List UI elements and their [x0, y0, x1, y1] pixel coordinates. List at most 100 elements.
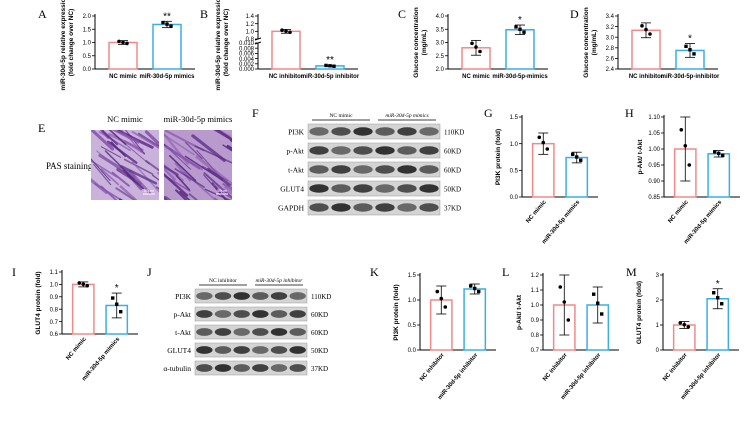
- bar-panel-i: 0.6 0.7 0.8 0.9 1.0 1.1 GLUT4 protein (fold) NC…: [35, 270, 138, 382]
- category-label: NC mimic: [109, 74, 137, 80]
- y-tick-label: 0.0: [83, 67, 92, 73]
- y-tick-label: 0.010: [239, 41, 255, 47]
- y-tick-label: 0.8: [246, 37, 255, 43]
- y-tick-label: 1.1: [50, 270, 59, 276]
- group-label: NC mimic: [329, 113, 353, 119]
- y-tick-label: 1.0: [408, 298, 417, 304]
- significance-mark: *: [716, 279, 720, 290]
- data-point: [324, 63, 328, 68]
- panel-letter-l: L: [502, 265, 509, 279]
- blot-band: [375, 146, 395, 155]
- bar-panel-b: 0.81.0 1.2 1.4 0.0000.0020.0040.0060.0080.0…: [215, 0, 360, 91]
- data-point: [288, 30, 292, 35]
- blot-panel-f: NC mimic miR-30d-5p mimics PI3K 110KD p-Akt 6…: [278, 113, 464, 216]
- bar-panel-m: 0 1 2 3 GLUT4 protein (fold) NC inhibitor * miR…: [636, 273, 739, 401]
- blot-band: [214, 328, 232, 336]
- y-tick-label: 0.5: [408, 323, 417, 329]
- protein-label: t-Akt: [288, 166, 305, 175]
- y-tick-label: 3: [656, 273, 660, 279]
- panel-letter-j: J: [147, 265, 152, 279]
- blot-band: [233, 292, 250, 300]
- data-point: [571, 152, 575, 157]
- blot-band: [289, 346, 306, 354]
- panel-letter-a: A: [38, 7, 47, 21]
- category-label: miR-30d-5p mimics: [683, 199, 723, 246]
- data-point: [478, 49, 482, 54]
- blot-band: [289, 292, 306, 300]
- blot-band: [397, 146, 417, 155]
- blot-band: [289, 328, 306, 336]
- blot-band: [214, 310, 232, 318]
- category-label: NC inhibitor: [662, 352, 689, 383]
- y-axis-label: miR-30d-5p relative expression: [60, 0, 67, 91]
- blot-band: [419, 127, 439, 136]
- y-tick-label: 0.002: [239, 62, 255, 68]
- panel-letter-h: H: [625, 106, 634, 120]
- blot-band: [419, 146, 439, 155]
- data-point: [716, 296, 720, 300]
- group-label: miR-30d-5p mimics: [385, 113, 428, 119]
- y-tick-label: 1.5: [83, 27, 92, 33]
- blot-band: [309, 203, 329, 212]
- size-label: 37KD: [311, 365, 328, 373]
- data-point: [678, 321, 683, 325]
- y-tick-label: 0.90: [648, 179, 660, 185]
- blot-band: [353, 146, 373, 155]
- y-axis-label: GLUT4 protein (fold): [636, 281, 643, 344]
- bar-panel-l: 0.7 0.8 0.9 1.0 1.1 1.2 p-Akt/ t-Akt NC inhibit…: [516, 273, 619, 401]
- category-label: NC mimic: [462, 74, 490, 80]
- blot-band: [353, 127, 373, 136]
- blot-panel-j: NC inhibitor miR-30d-5p inhibitor PI3K 110K…: [163, 278, 331, 376]
- data-point: [545, 147, 550, 151]
- blot-band: [196, 310, 213, 318]
- data-point: [81, 282, 86, 286]
- y-tick-label: 0.0: [408, 348, 417, 354]
- size-label: 110KD: [444, 129, 464, 137]
- data-point: [712, 291, 716, 295]
- blot-band: [397, 203, 417, 212]
- y-tick-label: 1.0: [531, 303, 540, 309]
- y-tick-label: 0.000: [239, 67, 255, 73]
- data-point: [562, 300, 567, 304]
- y-axis-label: Glucose concentration: [413, 7, 420, 77]
- blot-band: [419, 184, 439, 193]
- data-point: [469, 284, 473, 288]
- data-point: [518, 27, 522, 32]
- y-axis-label: Glucose concentration: [583, 7, 590, 77]
- y-axis-label: p-Akt/ t-Akt: [516, 294, 523, 330]
- category-label: miR-30d-5p inhibitor: [560, 352, 603, 401]
- y-axis-label: PI3K protein (fold): [393, 284, 400, 340]
- data-point: [688, 48, 692, 52]
- blot-band: [196, 346, 213, 354]
- data-point: [684, 44, 688, 49]
- blot-band: [353, 184, 373, 193]
- bar: [565, 156, 589, 198]
- image-title: miR-30d-5p mimics: [164, 114, 233, 124]
- bar-panel-c: 2.0 2.5 3.0 3.5 4.0 Glucose concentration (mg/…: [413, 7, 548, 80]
- data-point: [566, 318, 571, 322]
- category-label: NC inhibitor: [419, 352, 446, 383]
- blot-band: [331, 203, 351, 212]
- blot-band: [331, 127, 351, 136]
- group-label: NC inhibitor: [209, 278, 237, 284]
- row-label: PAS staining: [46, 161, 93, 171]
- y-tick-label: 1.5: [408, 273, 417, 279]
- data-point: [111, 296, 115, 300]
- data-point: [477, 289, 481, 294]
- y-tick-label: 1.0: [83, 41, 92, 47]
- y-tick-label: 0.7: [531, 348, 540, 354]
- bar: [463, 288, 487, 351]
- data-point: [644, 27, 648, 32]
- y-tick-label: 0.008: [239, 46, 255, 52]
- size-label: 60KD: [311, 311, 328, 319]
- data-point: [682, 322, 687, 327]
- protein-label: GLUT4: [280, 185, 304, 194]
- y-tick-label: 1.1: [531, 288, 540, 294]
- data-point: [592, 292, 596, 296]
- y-tick-label: 1.5: [510, 115, 519, 121]
- data-point: [687, 163, 692, 167]
- blot-band: [375, 127, 395, 136]
- y-tick-label: 1.00: [648, 147, 660, 153]
- blot-band: [214, 346, 232, 354]
